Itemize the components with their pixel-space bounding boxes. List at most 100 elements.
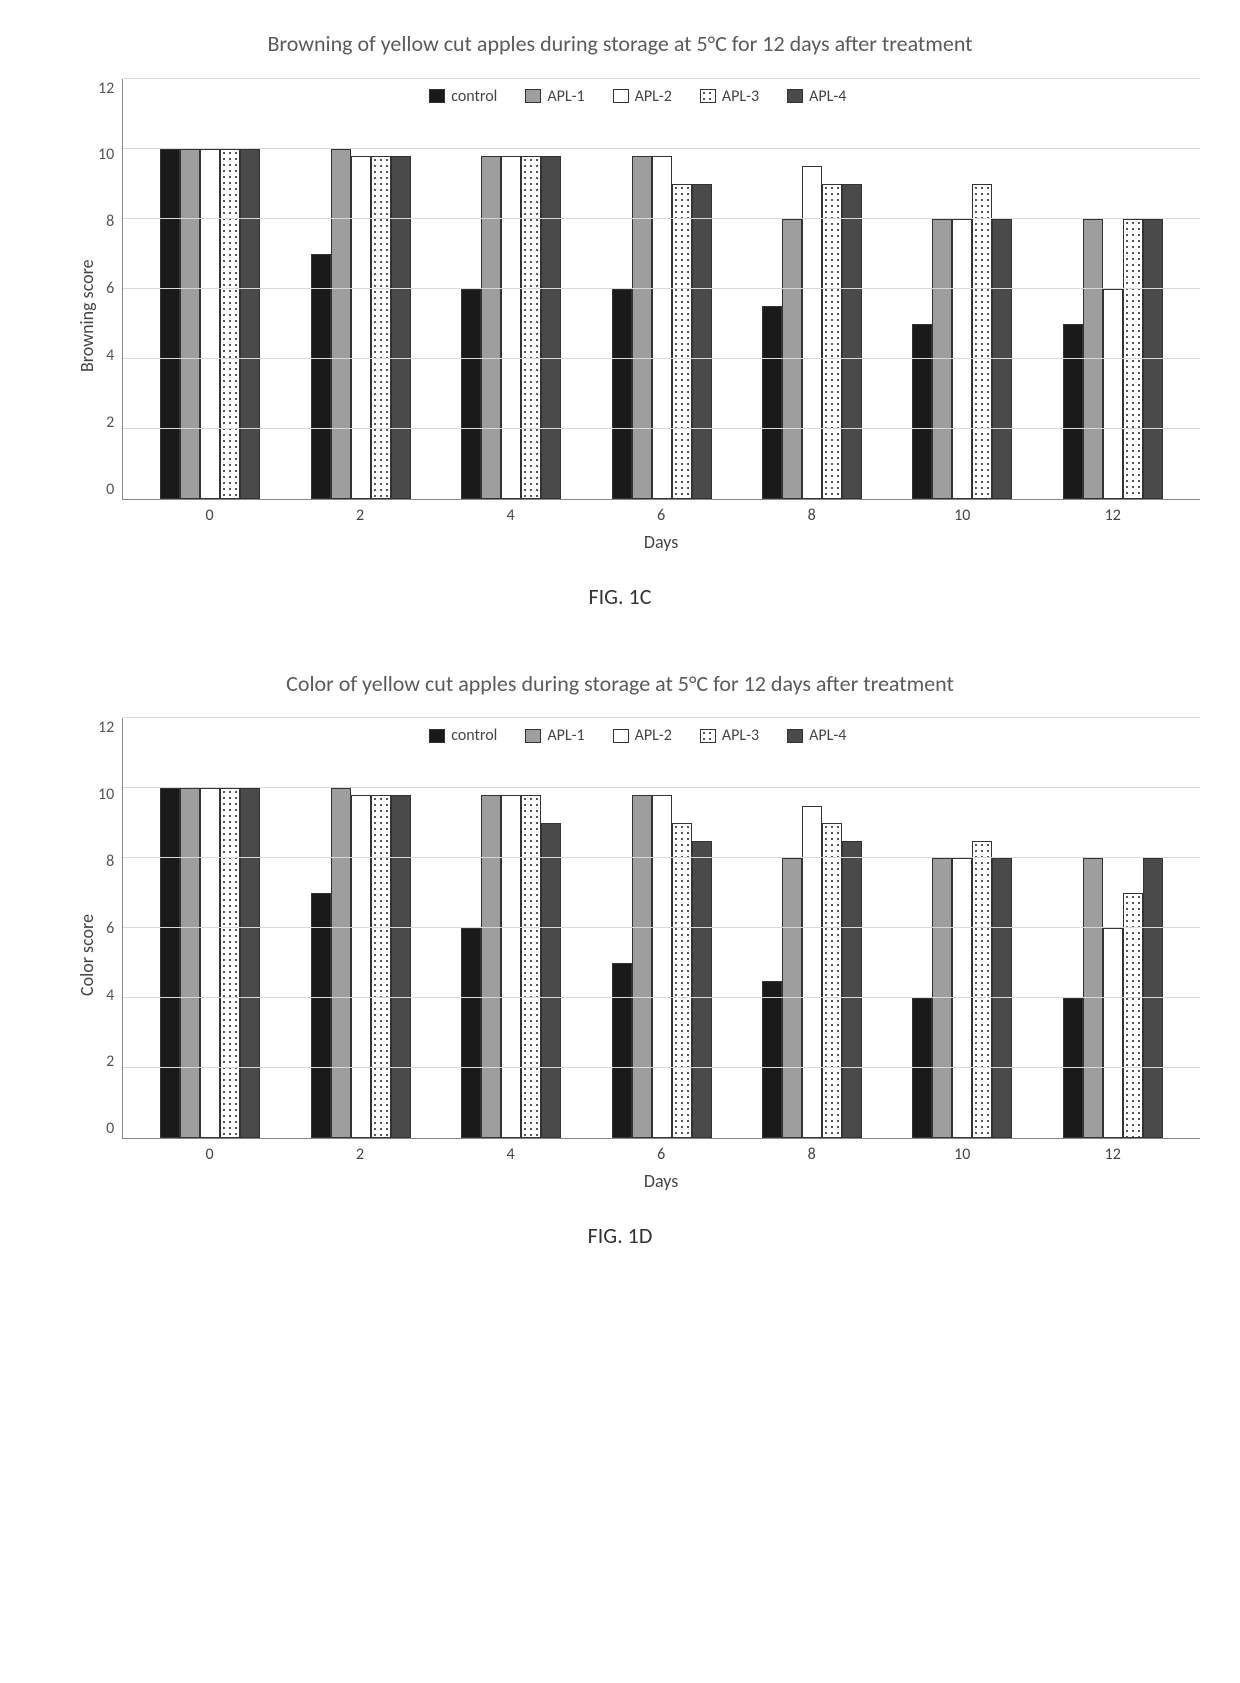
legend-swatch [613,729,629,743]
y-tick: 6 [106,279,114,298]
bar [912,324,932,499]
y-axis-ticks: 121086420 [98,718,122,1138]
bar [1063,324,1083,499]
bar [521,156,541,499]
chart-title: Browning of yellow cut apples during sto… [220,30,1020,59]
x-tick: 12 [1038,1145,1189,1164]
gridline [123,358,1200,359]
bar [160,788,180,1138]
gridline [123,148,1200,149]
bar [1123,893,1143,1138]
bar [240,788,260,1138]
legend-swatch [700,729,716,743]
legend-label: APL-4 [809,726,846,745]
bar [521,795,541,1138]
bar-group [1038,718,1188,1138]
bar [501,156,521,499]
bar [822,184,842,499]
y-tick: 10 [98,785,114,804]
bar [180,149,200,499]
legend-swatch [787,89,803,103]
bar [481,156,501,499]
legend-label: control [451,87,497,106]
bar [612,963,632,1138]
x-tick: 6 [586,506,737,525]
bar [391,795,411,1138]
x-axis-ticks: 024681012 [122,500,1200,525]
chart-frame: Color score 121086420 controlAPL-1APL-2A… [70,718,1200,1192]
x-tick: 10 [887,1145,1038,1164]
legend-label: APL-3 [722,87,759,106]
legend-swatch [429,729,445,743]
y-tick: 2 [106,1052,114,1071]
bar [612,289,632,499]
gridline [123,857,1200,858]
bar-group [737,718,887,1138]
legend-swatch [525,89,541,103]
plot-wrap: controlAPL-1APL-2APL-3APL-4 024681012 Da… [122,718,1200,1192]
bar [672,184,692,499]
bar [200,788,220,1138]
bar [802,166,822,499]
bar [842,841,862,1139]
gridline [123,428,1200,429]
bar-group [286,718,436,1138]
legend: controlAPL-1APL-2APL-3APL-4 [423,724,1180,747]
legend-item: APL-1 [525,87,584,106]
bar [632,156,652,499]
gridline [123,997,1200,998]
bar-group [1038,79,1188,499]
legend-item: APL-4 [787,87,846,106]
legend-item: APL-1 [525,726,584,745]
bar-group [135,79,285,499]
bar [461,928,481,1138]
figure-caption: FIG. 1C [40,583,1200,610]
bar [501,795,521,1138]
y-axis-label: Color score [70,718,98,1192]
y-tick: 4 [106,986,114,1005]
x-axis-label: Days [122,531,1200,553]
y-tick: 8 [106,852,114,871]
bar-groups [123,79,1200,499]
bar [652,156,672,499]
x-tick: 2 [285,506,436,525]
y-tick: 12 [98,718,114,737]
legend-swatch [787,729,803,743]
bar [311,893,331,1138]
legend-item: APL-3 [700,726,759,745]
bar [331,788,351,1138]
x-tick: 0 [134,1145,285,1164]
bar [200,149,220,499]
legend-label: APL-4 [809,87,846,106]
y-tick: 12 [98,79,114,98]
legend-item: APL-4 [787,726,846,745]
legend-swatch [700,89,716,103]
bar [692,184,712,499]
bar [842,184,862,499]
legend-item: control [429,87,497,106]
bar-groups [123,718,1200,1138]
gridline [123,787,1200,788]
bar [802,806,822,1139]
legend: control APL-1 APL-2 APL-3 APL-4 [423,85,1180,108]
bar [371,795,391,1138]
x-tick: 8 [736,506,887,525]
legend-label: APL-2 [635,726,672,745]
y-axis-ticks: 121086420 [98,79,122,499]
y-tick: 2 [106,413,114,432]
plot-wrap: control APL-1 APL-2 APL-3 APL-4 024681012 Da… [122,79,1200,553]
bar [240,149,260,499]
legend-swatch [613,89,629,103]
legend-label: APL-3 [722,726,759,745]
bar [1103,289,1123,499]
bar [351,156,371,499]
legend-item: APL-2 [613,87,672,106]
gridline [123,218,1200,219]
bar [481,795,501,1138]
bar [762,981,782,1139]
bar-group [286,79,436,499]
bar [652,795,672,1138]
bar [541,156,561,499]
bar [180,788,200,1138]
x-tick: 4 [435,1145,586,1164]
